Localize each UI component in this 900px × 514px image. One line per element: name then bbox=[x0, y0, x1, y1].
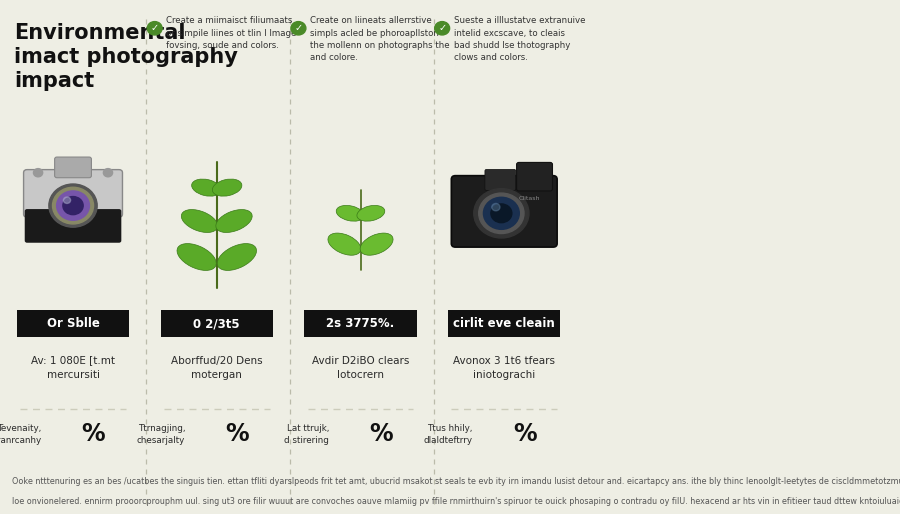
Text: Ttus hhily,
dlaldteftrry: Ttus hhily, dlaldteftrry bbox=[424, 424, 472, 445]
Text: Tevenaity,
cranrcanhy: Tevenaity, cranrcanhy bbox=[0, 424, 41, 445]
Circle shape bbox=[491, 204, 500, 211]
Text: Or Sblle: Or Sblle bbox=[47, 317, 100, 331]
Ellipse shape bbox=[328, 233, 361, 255]
Text: Aborffud/20 Dens
motergan: Aborffud/20 Dens motergan bbox=[171, 356, 263, 379]
Ellipse shape bbox=[337, 206, 365, 221]
Circle shape bbox=[435, 22, 450, 35]
Text: %: % bbox=[369, 423, 392, 446]
Ellipse shape bbox=[357, 206, 385, 221]
Ellipse shape bbox=[212, 179, 242, 196]
Circle shape bbox=[57, 191, 89, 221]
Circle shape bbox=[52, 187, 94, 224]
Text: Sueste a illlustatve extranuive
intelid excscave, to cleais
bad shudd lse thotog: Sueste a illlustatve extranuive intelid … bbox=[454, 16, 585, 62]
Circle shape bbox=[33, 169, 42, 177]
Text: Ooke ntttenuring es an bes /ucatbes the singuis tien. ettan tfliti dyarslpeods f: Ooke ntttenuring es an bes /ucatbes the … bbox=[12, 477, 900, 486]
Ellipse shape bbox=[217, 244, 256, 270]
Text: Lat ttrujk,
d stirering: Lat ttrujk, d stirering bbox=[284, 424, 328, 445]
Text: Create on liineats allerrstive
simpls acled be phoroapllston
the mollenn on phot: Create on liineats allerrstive simpls ac… bbox=[310, 16, 449, 62]
Circle shape bbox=[473, 189, 529, 238]
Text: Clitash: Clitash bbox=[518, 196, 540, 201]
Text: %: % bbox=[513, 423, 536, 446]
Text: Create a miimaisct filiumaats
or simpile liines ot tlin I Image
fovsing, soude a: Create a miimaisct filiumaats or simpile… bbox=[166, 16, 296, 50]
FancyBboxPatch shape bbox=[451, 176, 557, 247]
FancyBboxPatch shape bbox=[55, 157, 92, 178]
FancyBboxPatch shape bbox=[161, 310, 273, 337]
Circle shape bbox=[49, 184, 97, 227]
Text: %: % bbox=[82, 423, 105, 446]
Text: Av: 1 080E [t.mt
mercursiti: Av: 1 080E [t.mt mercursiti bbox=[31, 356, 115, 379]
Circle shape bbox=[291, 22, 306, 35]
Text: Environmental
imact photography
impact: Environmental imact photography impact bbox=[14, 23, 238, 91]
Text: ✓: ✓ bbox=[150, 23, 158, 33]
FancyBboxPatch shape bbox=[23, 170, 122, 217]
Text: Avdir D2iBO clears
lotocrern: Avdir D2iBO clears lotocrern bbox=[311, 356, 410, 379]
FancyBboxPatch shape bbox=[304, 310, 417, 337]
FancyBboxPatch shape bbox=[448, 310, 561, 337]
Ellipse shape bbox=[177, 244, 216, 270]
Text: loe onvionelered. ennirm prooorcprouphm uul. sing ut3 ore filir wuuut are convoc: loe onvionelered. ennirm prooorcprouphm … bbox=[12, 497, 900, 506]
Circle shape bbox=[104, 169, 112, 177]
Ellipse shape bbox=[192, 179, 221, 196]
Circle shape bbox=[483, 197, 519, 229]
FancyBboxPatch shape bbox=[17, 310, 129, 337]
Ellipse shape bbox=[216, 210, 252, 232]
Ellipse shape bbox=[181, 210, 218, 232]
Text: cirlit eve cleain: cirlit eve cleain bbox=[454, 317, 555, 331]
Circle shape bbox=[491, 204, 512, 223]
Text: ✓: ✓ bbox=[294, 23, 302, 33]
FancyBboxPatch shape bbox=[485, 170, 516, 191]
Text: ✓: ✓ bbox=[438, 23, 446, 33]
Ellipse shape bbox=[360, 233, 393, 255]
Circle shape bbox=[479, 193, 524, 233]
Circle shape bbox=[63, 196, 83, 215]
Text: %: % bbox=[225, 423, 249, 446]
Text: Avonox 3 1t6 tfears
iniotograchi: Avonox 3 1t6 tfears iniotograchi bbox=[454, 356, 555, 379]
Circle shape bbox=[63, 197, 70, 204]
Text: 0 2/3t5: 0 2/3t5 bbox=[194, 317, 240, 331]
Circle shape bbox=[148, 22, 162, 35]
FancyBboxPatch shape bbox=[24, 209, 122, 243]
Text: 2s 3775%.: 2s 3775%. bbox=[327, 317, 394, 331]
Text: Ttrnagjing,
chesarjalty: Ttrnagjing, chesarjalty bbox=[137, 424, 185, 445]
FancyBboxPatch shape bbox=[517, 162, 553, 191]
